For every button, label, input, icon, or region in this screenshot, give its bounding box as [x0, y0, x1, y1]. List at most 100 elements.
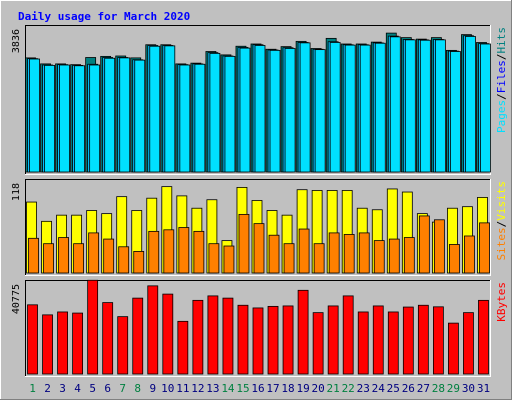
bar-sites-day-14 [223, 245, 235, 274]
bar-kbytes-day-8 [132, 297, 144, 375]
bar-pages-day-11 [179, 64, 191, 173]
bar-pages-day-9 [149, 45, 161, 173]
bar-pages-day-15 [239, 47, 251, 173]
bar-kbytes-day-11 [177, 320, 189, 375]
bar-sites-day-27 [418, 215, 430, 274]
panel-middle-legend-item: Visits [495, 181, 508, 221]
bar-pages-day-5 [89, 64, 101, 173]
bar-kbytes-day-15 [237, 304, 249, 375]
bar-pages-day-30 [465, 36, 476, 173]
series-sites [28, 213, 490, 274]
x-tick-label-day-18: 18 [281, 382, 294, 395]
panel-middle-legend-item: / [495, 221, 508, 228]
bar-kbytes-day-16 [252, 307, 264, 375]
bar-pages-day-18 [284, 48, 296, 173]
x-tick-label-day-21: 21 [327, 382, 340, 395]
x-tick-label-day-23: 23 [357, 382, 370, 395]
bar-sites-day-16 [253, 223, 265, 274]
bar-sites-day-4 [73, 243, 85, 274]
bar-kbytes-day-18 [282, 305, 294, 375]
bar-sites-day-31 [479, 222, 490, 274]
bar-pages-day-4 [74, 65, 86, 173]
bar-sites-day-30 [464, 235, 475, 274]
bar-pages-day-31 [480, 43, 491, 173]
bar-sites-day-3 [58, 237, 69, 274]
bar-kbytes-day-12 [192, 299, 204, 375]
x-tick-label-day-11: 11 [176, 382, 189, 395]
bar-kbytes-day-21 [327, 305, 339, 375]
bar-kbytes-day-9 [147, 285, 159, 375]
bar-sites-day-26 [403, 237, 415, 274]
panel-top-legend-item: Pages [495, 100, 508, 133]
bar-sites-day-7 [118, 246, 130, 274]
panel-top-legend-item: Hits [495, 27, 508, 54]
bar-sites-day-19 [298, 228, 310, 274]
bar-kbytes-day-28 [432, 306, 444, 375]
bar-pages-day-14 [224, 55, 236, 173]
bar-sites-day-6 [103, 238, 115, 274]
chart-panels: 3836Pages/Files/Hits118Sites/Visits40775… [11, 25, 508, 377]
panel-top-max-label: 3836 [11, 29, 22, 53]
bar-sites-day-12 [193, 230, 205, 274]
bar-kbytes-day-13 [207, 295, 219, 375]
bar-sites-day-2 [43, 243, 54, 274]
x-tick-label-day-27: 27 [417, 382, 430, 395]
x-tick-label-day-13: 13 [206, 382, 219, 395]
panel-top-legend-item: / [495, 54, 508, 61]
bar-kbytes-day-7 [117, 316, 129, 375]
bar-kbytes-day-31 [478, 299, 489, 375]
bar-sites-day-20 [313, 243, 325, 274]
bar-sites-day-9 [148, 230, 160, 274]
bar-pages-day-7 [119, 57, 131, 173]
bar-kbytes-day-26 [402, 306, 414, 375]
panel-top-legend: Pages/Files/Hits [495, 27, 508, 133]
bar-kbytes-day-5 [87, 279, 99, 375]
bar-kbytes-day-22 [342, 295, 354, 375]
x-axis-labels: 1 2 3 4 5 6 7 8 9 10 11 12 13 14 15 16 17 18 19 20 21 22 23 24 2… [29, 382, 490, 395]
bar-kbytes-day-17 [267, 305, 279, 375]
bar-pages-day-28 [434, 39, 446, 173]
panel-bottom-legend-item: KBytes [495, 282, 508, 322]
bar-kbytes-day-27 [417, 304, 429, 375]
bar-sites-day-24 [373, 240, 385, 274]
bar-pages-day-23 [359, 44, 371, 173]
bar-pages-day-12 [194, 63, 206, 173]
x-tick-label-day-30: 30 [462, 382, 475, 395]
bar-pages-day-20 [314, 49, 326, 173]
x-tick-label-day-14: 14 [221, 382, 235, 395]
bar-sites-day-29 [449, 244, 460, 274]
bar-sites-day-28 [433, 219, 445, 274]
x-tick-label-day-9: 9 [149, 382, 156, 395]
bar-pages-day-17 [269, 49, 281, 173]
panel-bottom: 40775 KBytes [11, 279, 508, 377]
chart-title: Daily usage for March 2020 [18, 10, 190, 23]
x-tick-label-day-10: 10 [161, 382, 174, 395]
bar-sites-day-18 [283, 243, 295, 274]
bar-pages-day-2 [44, 64, 55, 173]
bar-sites-day-5 [88, 232, 100, 274]
bar-pages-day-27 [419, 39, 431, 173]
bar-kbytes-day-23 [357, 311, 369, 375]
x-tick-label-day-25: 25 [387, 382, 400, 395]
bar-kbytes-day-29 [448, 322, 459, 375]
bar-sites-day-23 [358, 232, 370, 274]
bar-pages-day-8 [134, 59, 146, 173]
x-tick-label-day-19: 19 [296, 382, 309, 395]
bar-pages-day-24 [374, 42, 386, 173]
x-tick-label-day-4: 4 [74, 382, 81, 395]
panel-bottom-max-label: 40775 [11, 284, 22, 314]
bar-kbytes-day-2 [42, 314, 53, 375]
bar-kbytes-day-19 [297, 289, 309, 375]
bar-pages-day-25 [389, 36, 401, 173]
bar-sites-day-15 [238, 213, 250, 274]
panel-middle-legend: Sites/Visits [495, 181, 508, 261]
bar-sites-day-11 [178, 227, 190, 274]
x-tick-label-day-24: 24 [372, 382, 386, 395]
bar-pages-day-29 [450, 51, 461, 173]
x-tick-label-day-1: 1 [29, 382, 36, 395]
x-tick-label-day-7: 7 [119, 382, 126, 395]
bar-pages-day-1 [29, 58, 40, 173]
bar-kbytes-day-6 [102, 302, 114, 375]
bar-kbytes-day-14 [222, 297, 234, 375]
